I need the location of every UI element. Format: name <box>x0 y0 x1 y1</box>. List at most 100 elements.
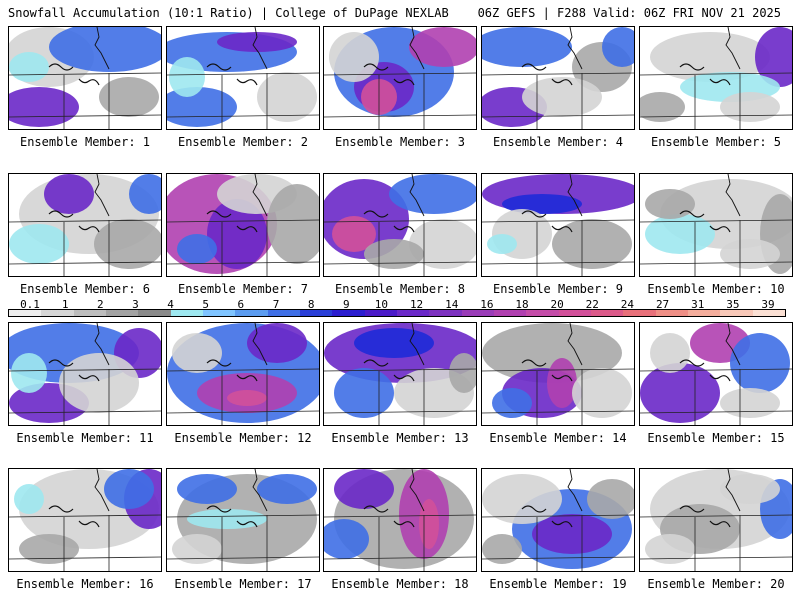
colorbar-tick-label: 2 <box>96 298 104 311</box>
colorbar-tick-label: 9 <box>342 298 350 311</box>
member-map-7 <box>166 173 320 277</box>
river-outline <box>393 374 415 382</box>
member-label: Ensemble Member: 19 <box>489 577 627 591</box>
snowfall-shading <box>602 27 634 67</box>
member-label: Ensemble Member: 2 <box>177 135 309 149</box>
member-label: Ensemble Member: 18 <box>331 577 469 591</box>
coastline <box>567 27 583 70</box>
river-outline <box>78 78 100 86</box>
snowfall-shading <box>14 484 44 514</box>
member-map-10 <box>639 173 793 277</box>
snowfall-shading <box>587 479 634 519</box>
member-map-20 <box>639 468 793 572</box>
state-border <box>640 219 792 223</box>
colorbar-swatch <box>299 310 333 316</box>
snowfall-map <box>9 174 161 276</box>
state-border <box>9 556 161 560</box>
snowfall-shading <box>389 174 476 214</box>
colorbar-tick-label: 39 <box>761 298 775 311</box>
member-label: Ensemble Member: 13 <box>331 431 469 445</box>
coastline <box>94 469 110 512</box>
snowfall-shading <box>257 72 317 122</box>
river-outline <box>551 374 573 382</box>
snowfall-shading <box>730 333 790 393</box>
member-label: Ensemble Member: 8 <box>334 282 466 296</box>
snowfall-shading <box>645 214 715 254</box>
state-border <box>167 114 319 118</box>
colorbar-tick-label: 1 <box>61 298 69 311</box>
colorbar-swatch <box>752 310 785 316</box>
state-border <box>482 114 634 118</box>
lake-outline <box>521 505 547 513</box>
state-border <box>482 410 634 414</box>
snowfall-map <box>9 27 161 129</box>
colorbar-swatch <box>170 310 203 316</box>
state-border <box>9 514 161 518</box>
snowfall-map <box>640 323 792 425</box>
snowfall-shading <box>492 388 532 418</box>
member-map-1 <box>8 26 162 130</box>
river-outline <box>551 225 573 233</box>
snowfall-shading <box>640 92 685 122</box>
state-border <box>9 261 161 265</box>
lake-outline <box>48 210 74 218</box>
member-label: Ensemble Member: 10 <box>647 282 785 296</box>
colorbar-swatch <box>267 310 300 316</box>
snowfall-shading <box>177 474 237 504</box>
river-outline <box>78 374 100 382</box>
colorbar-tick-label: 16 <box>480 298 494 311</box>
snowfall-shading <box>487 234 517 254</box>
member-label: Ensemble Member: 15 <box>647 431 785 445</box>
coastline <box>409 174 425 217</box>
snowfall-map <box>482 27 634 129</box>
member-map-3 <box>323 26 477 130</box>
member-label: Ensemble Member: 1 <box>19 135 151 149</box>
member-map-17 <box>166 468 320 572</box>
coastline <box>94 323 110 366</box>
colorbar-swatch <box>720 310 753 316</box>
snowfall-shading <box>247 323 307 363</box>
state-border <box>324 368 476 372</box>
member-label: Ensemble Member: 6 <box>19 282 151 296</box>
river-outline <box>78 225 100 233</box>
snowfall-map <box>167 27 319 129</box>
coastline <box>94 174 110 217</box>
colorbar-tick-label: 22 <box>585 298 599 311</box>
snowfall-map <box>324 469 476 571</box>
state-border <box>167 556 319 560</box>
snowfall-shading <box>334 469 394 509</box>
snowfall-shading <box>99 77 159 117</box>
colorbar-tick-label: 5 <box>202 298 210 311</box>
state-border <box>482 514 634 518</box>
colorbar-tick-label: 27 <box>655 298 670 311</box>
member-map-6 <box>8 173 162 277</box>
snowfall-shading <box>650 333 690 373</box>
coastline <box>409 27 425 70</box>
snowfall-map <box>9 323 161 425</box>
colorbar-swatch <box>590 310 624 316</box>
snowfall-shading <box>169 57 205 97</box>
state-border <box>324 219 476 223</box>
member-map-13 <box>323 322 477 426</box>
member-map-15 <box>639 322 793 426</box>
member-label: Ensemble Member: 9 <box>492 282 624 296</box>
snowfall-shading <box>44 174 94 214</box>
colorbar-tick-label: 4 <box>167 298 174 311</box>
snowfall-shading <box>217 32 297 52</box>
colorbar-tick-label: 7 <box>272 298 280 311</box>
state-border <box>482 72 634 76</box>
snowfall-shading <box>645 189 695 219</box>
snowfall-shading <box>177 234 217 264</box>
state-border <box>640 556 792 560</box>
snowfall-shading <box>172 534 222 564</box>
coastline <box>409 323 425 366</box>
colorbar-swatch <box>332 310 365 316</box>
member-map-11 <box>8 322 162 426</box>
colorbar-swatch <box>41 310 74 316</box>
colorbar-swatches <box>8 309 786 317</box>
snowfall-map <box>324 27 476 129</box>
colorbar-swatch <box>429 310 462 316</box>
coastline <box>252 27 268 70</box>
member-map-14 <box>481 322 635 426</box>
snowfall-shading <box>354 328 434 358</box>
